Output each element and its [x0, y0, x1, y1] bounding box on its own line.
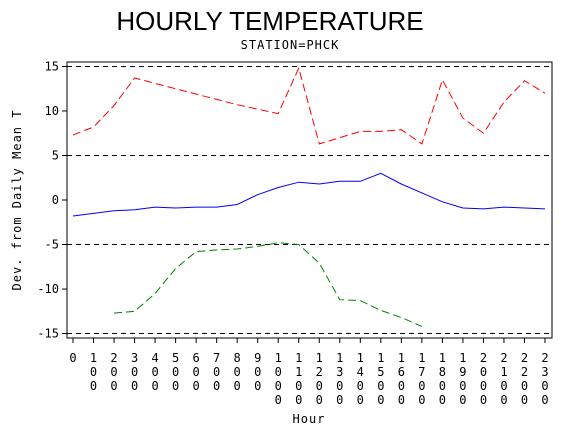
y-tick-label: 0 [52, 193, 59, 207]
y-tick-label: 15 [45, 59, 59, 73]
y-axis-label: Dev. from Daily Mean T [10, 110, 24, 291]
y-axis: -15 -10 -5 0 5 10 15 [37, 59, 67, 341]
plot-frame [66, 61, 553, 339]
chart-title: HOURLY TEMPERATURE [116, 6, 423, 36]
y-tick-label: -15 [37, 327, 59, 341]
y-tick-label: 5 [52, 148, 59, 162]
x-axis: 0 1 0 0 2 0 0 3 0 0 4 0 0 5 0 0 6 0 0 7 0 0 8 0 0 9 0 0 1 0 0 0 1 1 0 0 1 2 0 0… [69, 338, 549, 407]
y-tick-label: 10 [45, 104, 59, 118]
series-line-3 [113, 242, 423, 327]
x-tick-label: 0 [69, 351, 76, 365]
series-line-1 [72, 66, 546, 145]
reference-lines [67, 65, 552, 335]
series-line-2 [72, 172, 546, 217]
y-tick-label: -10 [37, 282, 59, 296]
x-axis-label: Hour [293, 412, 326, 426]
chart-subtitle: STATION=PHCK [241, 38, 340, 52]
y-tick-label: -5 [45, 238, 59, 252]
series-group [72, 66, 546, 327]
